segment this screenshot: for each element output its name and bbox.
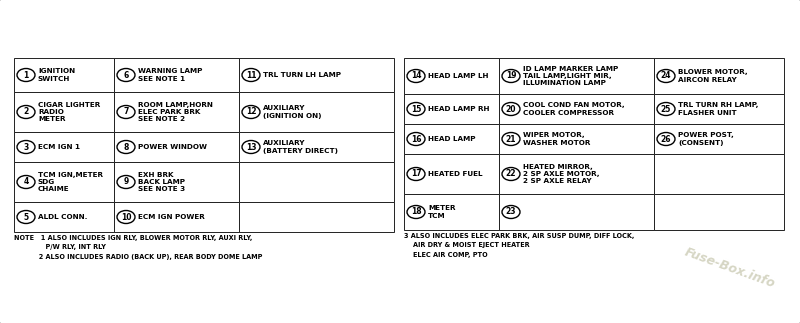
Ellipse shape [657,132,675,145]
Text: WIPER MOTOR,
WASHER MOTOR: WIPER MOTOR, WASHER MOTOR [523,132,590,146]
Text: METER
TCM: METER TCM [428,205,455,219]
Ellipse shape [502,69,520,82]
Bar [654,154,784,194]
Text: ECM IGN POWER: ECM IGN POWER [138,214,205,220]
Text: 2: 2 [23,108,29,117]
Bar [14,58,114,92]
Bar [404,194,499,230]
Text: TCM IGN,METER
SDG
CHAIME: TCM IGN,METER SDG CHAIME [38,172,103,192]
Text: 3: 3 [23,142,29,151]
Text: 4: 4 [23,178,29,186]
Ellipse shape [407,168,425,181]
Ellipse shape [242,141,260,153]
Ellipse shape [407,69,425,82]
Text: AIR DRY & MOIST EJECT HEATER: AIR DRY & MOIST EJECT HEATER [404,243,530,248]
Ellipse shape [117,175,135,189]
Text: 8: 8 [123,142,129,151]
Bar [654,94,784,124]
Text: IGNITION
SWITCH: IGNITION SWITCH [38,68,75,82]
Text: AUXILIARY
(IGNITION ON): AUXILIARY (IGNITION ON) [263,105,322,119]
Bar [114,202,239,232]
Bar [404,154,499,194]
Bar [14,132,114,162]
Text: HEATED FUEL: HEATED FUEL [428,171,482,177]
Text: NOTE   1 ALSO INCLUDES IGN RLY, BLOWER MOTOR RLY, AUXI RLY,: NOTE 1 ALSO INCLUDES IGN RLY, BLOWER MOT… [14,235,252,241]
Text: ID LAMP MARKER LAMP
TAIL LAMP,LIGHT MIR,
ILLUMINATION LAMP: ID LAMP MARKER LAMP TAIL LAMP,LIGHT MIR,… [523,66,618,86]
Text: 2 ALSO INCLUDES RADIO (BACK UP), REAR BODY DOME LAMP: 2 ALSO INCLUDES RADIO (BACK UP), REAR BO… [14,254,262,260]
Ellipse shape [407,102,425,116]
Text: ELEC AIR COMP, PTO: ELEC AIR COMP, PTO [404,252,488,258]
Text: 11: 11 [246,70,256,79]
Text: 24: 24 [661,71,671,80]
Text: 20: 20 [506,105,516,113]
Bar [404,58,499,94]
Ellipse shape [657,102,675,116]
Bar [239,58,394,92]
Bar [499,94,654,124]
Bar [14,202,114,232]
Text: 9: 9 [123,178,129,186]
Text: 5: 5 [23,213,29,222]
Bar [114,162,239,202]
Text: 10: 10 [121,213,131,222]
Ellipse shape [242,68,260,81]
Text: P/W RLY, INT RLY: P/W RLY, INT RLY [14,245,106,251]
Ellipse shape [17,175,35,189]
Text: BLOWER MOTOR,
AIRCON RELAY: BLOWER MOTOR, AIRCON RELAY [678,69,748,83]
Ellipse shape [17,68,35,81]
Text: 23: 23 [506,207,516,216]
Text: Fuse-Box.info: Fuse-Box.info [683,245,777,290]
Text: 12: 12 [246,108,256,117]
Text: 1: 1 [23,70,29,79]
Text: ECM IGN 1: ECM IGN 1 [38,144,80,150]
Text: 18: 18 [410,207,422,216]
Text: POWER WINDOW: POWER WINDOW [138,144,207,150]
Bar [239,162,394,202]
Text: ALDL CONN.: ALDL CONN. [38,214,87,220]
Ellipse shape [502,132,520,145]
Text: 6: 6 [123,70,129,79]
Text: 13: 13 [246,142,256,151]
Bar [114,132,239,162]
Ellipse shape [502,102,520,116]
Bar [114,92,239,132]
Ellipse shape [242,106,260,119]
Text: 3 ALSO INCLUDES ELEC PARK BRK, AIR SUSP DUMP, DIFF LOCK,: 3 ALSO INCLUDES ELEC PARK BRK, AIR SUSP … [404,233,634,239]
Bar [239,202,394,232]
Bar [239,132,394,162]
Text: COOL COND FAN MOTOR,
COOLER COMPRESSOR: COOL COND FAN MOTOR, COOLER COMPRESSOR [523,102,625,116]
Text: 22: 22 [506,170,516,179]
Text: EXH BRK
BACK LAMP
SEE NOTE 3: EXH BRK BACK LAMP SEE NOTE 3 [138,172,185,192]
Bar [239,92,394,132]
Text: CIGAR LIGHTER
RADIO
METER: CIGAR LIGHTER RADIO METER [38,102,100,122]
Text: HEATED MIRROR,
2 SP AXLE MOTOR,
2 SP AXLE RELAY: HEATED MIRROR, 2 SP AXLE MOTOR, 2 SP AXL… [523,164,599,184]
Text: 17: 17 [410,170,422,179]
Ellipse shape [502,168,520,181]
Ellipse shape [17,211,35,224]
Bar [114,58,239,92]
Ellipse shape [17,106,35,119]
Ellipse shape [502,205,520,218]
Text: HEAD LAMP RH: HEAD LAMP RH [428,106,490,112]
Text: WARNING LAMP
SEE NOTE 1: WARNING LAMP SEE NOTE 1 [138,68,202,82]
Ellipse shape [117,141,135,153]
Bar [14,162,114,202]
Bar [404,94,499,124]
Text: 19: 19 [506,71,516,80]
Ellipse shape [17,141,35,153]
Text: 14: 14 [410,71,422,80]
Bar [654,58,784,94]
Text: TRL TURN RH LAMP,
FLASHER UNIT: TRL TURN RH LAMP, FLASHER UNIT [678,102,758,116]
Text: 16: 16 [410,134,422,143]
Text: 15: 15 [411,105,421,113]
Text: 21: 21 [506,134,516,143]
Ellipse shape [407,205,425,218]
Bar [499,58,654,94]
Ellipse shape [117,106,135,119]
Text: 26: 26 [661,134,671,143]
Bar [499,154,654,194]
Text: HEAD LAMP LH: HEAD LAMP LH [428,73,489,79]
Ellipse shape [657,69,675,82]
Text: 7: 7 [123,108,129,117]
